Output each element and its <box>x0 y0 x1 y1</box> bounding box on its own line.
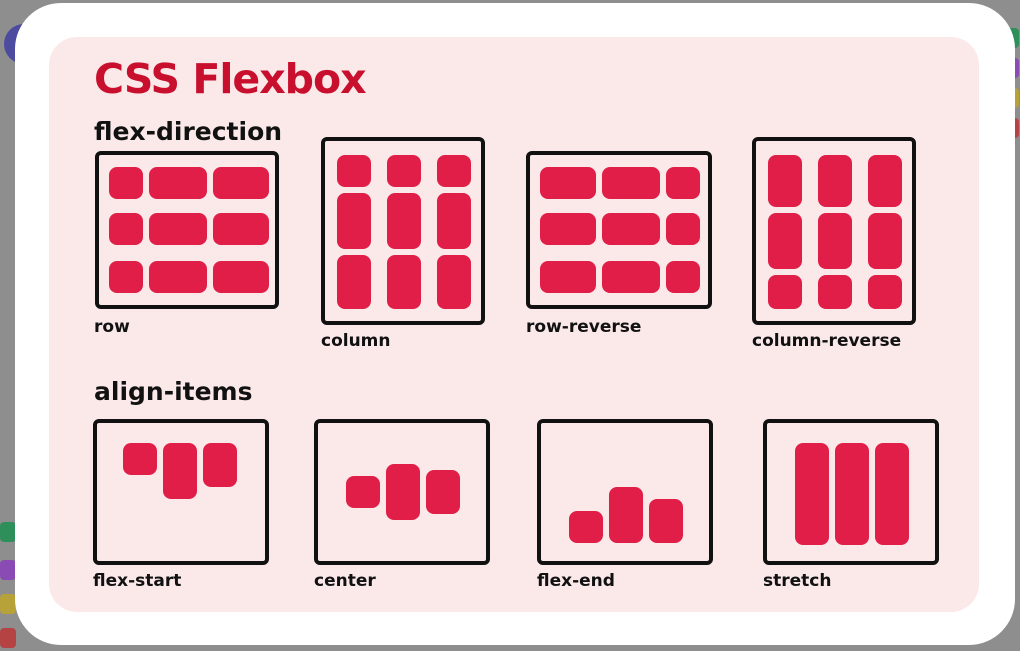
flex-item <box>649 499 683 543</box>
flex-item <box>795 443 829 545</box>
flex-item <box>875 443 909 545</box>
image-modal: CSS Flexbox flex-direction row <box>15 3 1015 645</box>
label-center: center <box>314 571 376 591</box>
flex-item <box>768 155 802 207</box>
flex-item <box>109 261 143 293</box>
side-tab[interactable] <box>0 594 16 614</box>
flex-item <box>609 487 643 543</box>
flex-item <box>337 255 371 309</box>
flex-item <box>437 155 471 187</box>
flex-item <box>163 443 197 499</box>
flex-item <box>337 155 371 187</box>
section-heading-align-items: align-items <box>94 377 253 406</box>
flex-item <box>868 155 902 207</box>
flex-item <box>213 213 269 245</box>
flex-item <box>868 213 902 269</box>
flex-item <box>203 443 237 487</box>
flex-item <box>149 167 207 199</box>
side-tab[interactable] <box>0 522 16 542</box>
section-heading-flex-direction: flex-direction <box>94 117 283 146</box>
flex-item <box>602 213 660 245</box>
flex-item <box>437 255 471 309</box>
flex-item <box>386 464 420 520</box>
diagram-column <box>321 137 485 325</box>
flex-item <box>835 443 869 545</box>
diagram-flex-start <box>93 419 269 565</box>
flex-item <box>818 213 852 269</box>
side-tab[interactable] <box>0 628 16 648</box>
flex-item <box>387 255 421 309</box>
flex-item <box>540 213 596 245</box>
flex-item <box>123 443 157 475</box>
flex-item <box>213 167 269 199</box>
flex-item <box>768 213 802 269</box>
label-stretch: stretch <box>763 571 832 591</box>
flex-item <box>109 167 143 199</box>
flex-item <box>540 261 596 293</box>
flexbox-infographic: CSS Flexbox flex-direction row <box>49 37 979 612</box>
label-column: column <box>321 331 391 351</box>
label-row: row <box>94 317 130 337</box>
flex-item <box>387 193 421 249</box>
flex-item <box>437 193 471 249</box>
label-row-reverse: row-reverse <box>526 317 642 337</box>
label-flex-end: flex-end <box>537 571 615 591</box>
flex-item <box>818 275 852 309</box>
flex-item <box>602 167 660 199</box>
flex-item <box>346 476 380 508</box>
flex-item <box>540 167 596 199</box>
flex-item <box>666 261 700 293</box>
flex-item <box>109 213 143 245</box>
diagram-center <box>314 419 490 565</box>
flex-item <box>868 275 902 309</box>
flex-item <box>337 193 371 249</box>
flex-item <box>213 261 269 293</box>
side-tab[interactable] <box>0 560 16 580</box>
label-flex-start: flex-start <box>93 571 182 591</box>
flex-item <box>387 155 421 187</box>
diagram-row <box>95 151 279 309</box>
flex-item <box>149 213 207 245</box>
flex-item <box>666 167 700 199</box>
flex-item <box>818 155 852 207</box>
flex-item <box>666 213 700 245</box>
flex-item <box>426 470 460 514</box>
flex-item <box>768 275 802 309</box>
diagram-row-reverse <box>526 151 712 309</box>
diagram-column-reverse <box>752 137 916 325</box>
diagram-flex-end <box>537 419 713 565</box>
flex-item <box>602 261 660 293</box>
label-column-reverse: column-reverse <box>752 331 902 351</box>
flex-item <box>569 511 603 543</box>
diagram-stretch <box>763 419 939 565</box>
infographic-title: CSS Flexbox <box>94 55 367 103</box>
flex-item <box>149 261 207 293</box>
